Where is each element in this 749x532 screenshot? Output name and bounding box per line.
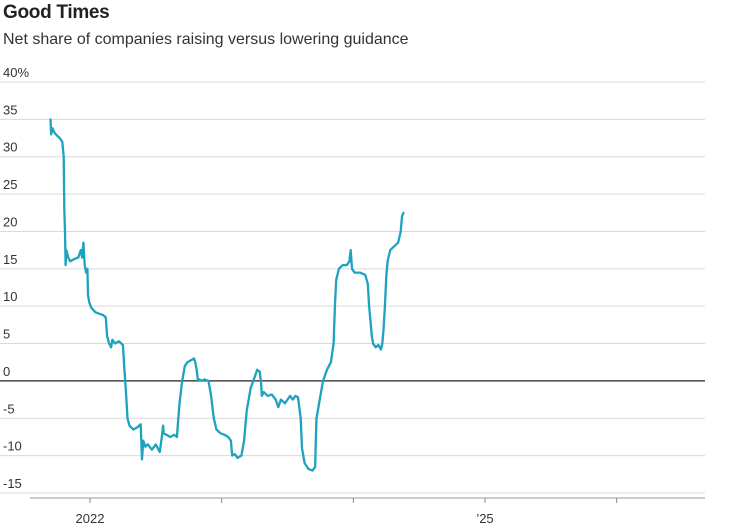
- y-tick-label: 0: [3, 364, 10, 379]
- y-tick-label: 40%: [3, 65, 29, 80]
- chart-subtitle: Net share of companies raising versus lo…: [3, 31, 409, 48]
- gridlines: [0, 81, 705, 494]
- x-tick-label: 2022: [76, 511, 105, 526]
- y-tick-label: 10: [3, 289, 17, 304]
- y-tick-label: 25: [3, 177, 17, 192]
- series-layer: [49, 118, 405, 472]
- y-tick-label: 35: [3, 102, 17, 117]
- y-tick-label: -15: [3, 476, 22, 491]
- x-axis: 2022 ’25: [30, 497, 705, 526]
- y-tick-label: 15: [3, 252, 17, 267]
- series-line: [49, 118, 405, 472]
- x-tick-label: ’25: [476, 511, 493, 526]
- y-tick-label: -10: [3, 439, 22, 454]
- y-tick-label: 30: [3, 140, 17, 155]
- y-axis-labels: 40% 35 30 25 20 15 10 5 0 -5 -10 -15: [3, 65, 29, 491]
- y-tick-label: 20: [3, 214, 17, 229]
- y-tick-label: 5: [3, 327, 10, 342]
- chart-title: Good Times: [3, 2, 110, 23]
- y-tick-label: -5: [3, 401, 15, 416]
